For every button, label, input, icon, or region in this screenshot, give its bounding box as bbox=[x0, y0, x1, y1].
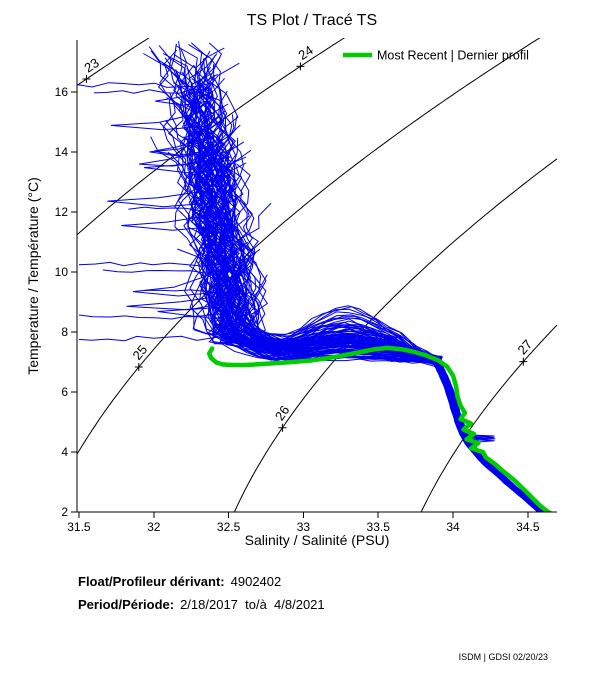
y-tick-label: 6 bbox=[61, 385, 68, 399]
profile-line bbox=[188, 43, 540, 512]
profile-line bbox=[184, 54, 545, 512]
contour-plus-marker-24 bbox=[296, 62, 305, 71]
period-value: 2/18/2017 to/à 4/8/2021 bbox=[180, 597, 325, 612]
plot-title: TS Plot / Tracé TS bbox=[247, 12, 377, 29]
profile-line bbox=[231, 137, 547, 512]
contour-labels: 23 24 25 26 27 bbox=[81, 42, 535, 432]
profile-line bbox=[188, 53, 547, 512]
contour-plus-marker-26 bbox=[278, 423, 287, 432]
y-tick-label: 10 bbox=[55, 265, 69, 279]
x-tick-label: 33.5 bbox=[367, 520, 391, 534]
profile-line bbox=[219, 117, 543, 512]
y-axis-ticks: 2 4 6 8 10 12 14 16 bbox=[55, 85, 77, 519]
x-tick-label: 32 bbox=[147, 520, 161, 534]
profile-line bbox=[207, 42, 545, 512]
density-contour-23 bbox=[77, 38, 150, 86]
contour-plus-marker-27 bbox=[519, 357, 528, 366]
y-axis-label: Temperature / Température (°C) bbox=[25, 177, 41, 375]
legend: Most Recent | Dernier profil bbox=[343, 49, 529, 63]
density-contour-26 bbox=[233, 158, 558, 512]
contour-plus-marker-25 bbox=[134, 363, 143, 372]
y-tick-label: 14 bbox=[55, 145, 69, 159]
y-tick-label: 8 bbox=[61, 325, 68, 339]
x-tick-label: 32.5 bbox=[217, 520, 241, 534]
contour-label-25: 25 bbox=[129, 342, 150, 363]
x-tick-label: 34.5 bbox=[516, 520, 540, 534]
y-tick-label: 16 bbox=[55, 85, 69, 99]
profile-line bbox=[194, 110, 543, 512]
profile-line bbox=[197, 109, 546, 512]
x-axis-label: Salinity / Salinité (PSU) bbox=[245, 532, 390, 548]
profile-line bbox=[165, 120, 543, 512]
float-id-value: 4902402 bbox=[231, 574, 282, 589]
contour-plus-marker-23 bbox=[82, 75, 91, 84]
profile-line bbox=[200, 57, 543, 512]
contour-label-26: 26 bbox=[272, 403, 293, 423]
most-recent-profile-line bbox=[206, 345, 553, 512]
profile-line bbox=[102, 269, 545, 512]
period-line: Period/Période: 2/18/2017 to/à 4/8/2021 bbox=[78, 597, 325, 612]
float-id-label: Float/Profileur dérivant: bbox=[78, 574, 225, 589]
x-axis-ticks: 31.5 32 32.5 33 33.5 34 34.5 bbox=[67, 512, 540, 534]
profile-line bbox=[190, 42, 543, 512]
legend-most-recent-label: Most Recent | Dernier profil bbox=[377, 49, 529, 63]
y-tick-label: 12 bbox=[55, 205, 69, 219]
footer-credit: ISDM | GDSI 02/20/23 bbox=[459, 652, 548, 662]
contour-label-23: 23 bbox=[81, 55, 101, 76]
profile-line bbox=[128, 206, 544, 512]
density-contour-27 bbox=[420, 324, 558, 512]
contour-label-27: 27 bbox=[514, 337, 535, 358]
float-id-line: Float/Profileur dérivant: 4902402 bbox=[78, 574, 281, 589]
profile-line bbox=[78, 261, 542, 512]
profile-line bbox=[212, 75, 546, 512]
x-tick-label: 34 bbox=[446, 520, 460, 534]
profile-line bbox=[191, 64, 543, 512]
contour-label-24: 24 bbox=[296, 42, 316, 62]
y-tick-label: 4 bbox=[61, 445, 68, 459]
period-label: Period/Période: bbox=[78, 597, 174, 612]
x-tick-label: 31.5 bbox=[67, 520, 91, 534]
profile-line bbox=[198, 62, 541, 512]
x-tick-label: 33 bbox=[297, 520, 311, 534]
y-tick-label: 2 bbox=[61, 505, 68, 519]
density-contour-25 bbox=[77, 38, 541, 455]
profile-line bbox=[107, 65, 547, 512]
